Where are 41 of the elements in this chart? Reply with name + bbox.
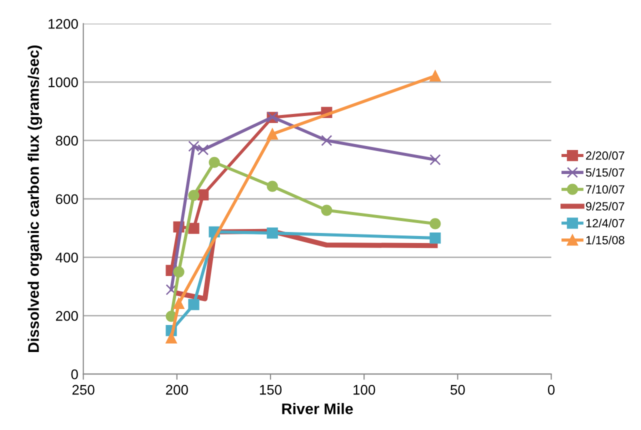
y-tick-label: 800 (56, 136, 78, 146)
x-tick-label: 100 (354, 384, 376, 395)
y-axis-title: Dissolved organic carbon flux (grams/sec) (28, 46, 42, 352)
point (430, 70, 441, 82)
x-tick-label: 50 (450, 384, 465, 395)
y-tick-label: 0 (71, 369, 78, 380)
point (188, 299, 200, 310)
y-tick-label: 600 (56, 194, 78, 204)
point (188, 190, 200, 201)
point (266, 128, 278, 140)
point (266, 180, 278, 192)
point (198, 144, 209, 156)
point (166, 284, 177, 296)
point (266, 227, 278, 239)
x-tick-label: 150 (260, 384, 282, 395)
y-tick-label: 1000 (48, 77, 78, 88)
x-axis-title: River Mile (282, 403, 353, 414)
y-tick-label: 1200 (48, 18, 78, 29)
legend-label: 5/15/07 (586, 168, 624, 177)
point (430, 218, 441, 230)
legend-label: 7/10/07 (586, 184, 624, 194)
legend-label: 2/20/07 (586, 151, 624, 160)
point (208, 156, 220, 168)
legend-label: 1/15/08 (586, 236, 624, 244)
point (188, 140, 200, 152)
x-tick-label: 250 (72, 384, 94, 395)
point (430, 154, 441, 166)
point (188, 222, 200, 234)
legend-label: 12/4/07 (586, 218, 624, 228)
point (173, 298, 184, 309)
point (198, 189, 209, 200)
legend-label: 9/25/07 (586, 202, 624, 210)
point (430, 232, 441, 244)
point (173, 266, 184, 278)
y-tick-label: 200 (56, 311, 78, 321)
point (166, 332, 177, 344)
x-tick-label: 200 (166, 384, 188, 395)
point (321, 204, 332, 216)
y-tick-label: 400 (56, 252, 78, 262)
x-tick-label: 0 (548, 384, 555, 395)
point (321, 134, 332, 146)
